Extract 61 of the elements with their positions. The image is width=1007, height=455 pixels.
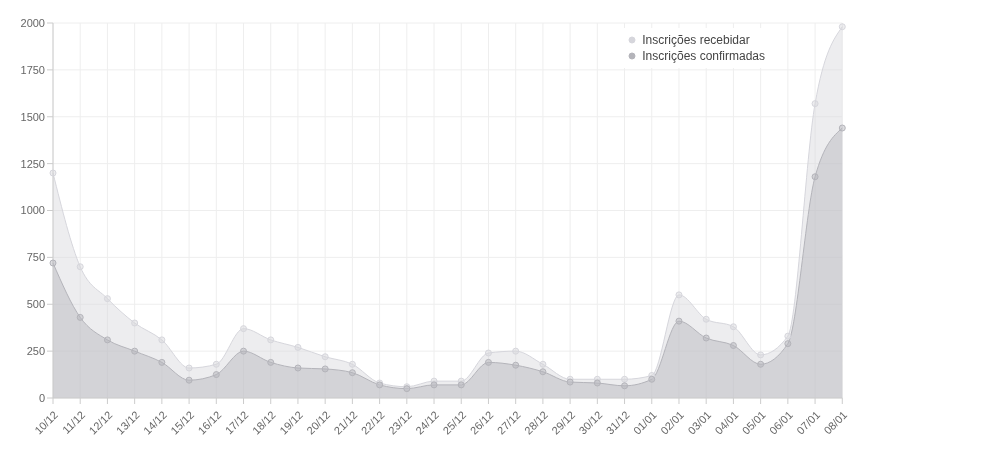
- point: [784, 340, 792, 348]
- point: [729, 342, 737, 349]
- point: [240, 325, 248, 333]
- point: [348, 360, 356, 368]
- legend-label: Inscrições confirmadas: [642, 48, 765, 64]
- y-tick-label: 0: [38, 391, 45, 404]
- point: [131, 347, 139, 355]
- point: [103, 295, 111, 303]
- point: [457, 381, 465, 389]
- point: [212, 371, 220, 379]
- point: [675, 317, 683, 325]
- point: [484, 349, 492, 357]
- point: [811, 100, 819, 108]
- y-tick-label: 500: [26, 298, 45, 311]
- y-tick-label: 2000: [20, 16, 45, 29]
- point: [321, 353, 329, 361]
- y-tick-label: 250: [26, 345, 45, 358]
- y-tick-label: 750: [26, 251, 45, 264]
- point: [784, 332, 792, 340]
- point: [185, 376, 193, 384]
- y-tick-label: 1000: [20, 204, 45, 217]
- legend-label: Inscrições recebidar: [642, 32, 750, 48]
- point: [430, 381, 438, 389]
- point: [539, 368, 547, 376]
- point: [512, 347, 520, 355]
- point: [294, 343, 302, 351]
- point: [348, 369, 356, 377]
- y-tick-label: 1250: [20, 157, 45, 170]
- point: [49, 259, 57, 267]
- point: [294, 364, 302, 372]
- point: [512, 361, 520, 369]
- point: [729, 323, 737, 331]
- point: [621, 375, 629, 383]
- point: [131, 319, 139, 327]
- point: [757, 351, 765, 359]
- point: [702, 315, 710, 323]
- point: [267, 336, 275, 344]
- point: [267, 358, 275, 366]
- point: [539, 360, 547, 368]
- point: [185, 364, 193, 372]
- point: [648, 375, 656, 383]
- point: [76, 263, 84, 271]
- point: [675, 291, 683, 299]
- point: [621, 382, 629, 390]
- point: [838, 23, 846, 31]
- point: [321, 365, 329, 373]
- y-tick-label: 1500: [20, 110, 45, 123]
- point: [593, 379, 601, 387]
- point: [702, 334, 710, 342]
- point: [158, 336, 166, 344]
- point: [757, 360, 765, 368]
- point: [240, 347, 248, 355]
- point: [838, 124, 846, 132]
- y-tick-label: 1750: [20, 63, 45, 76]
- point: [103, 336, 111, 344]
- point: [484, 358, 492, 366]
- point: [49, 169, 57, 177]
- point: [212, 360, 220, 368]
- point: [158, 358, 166, 366]
- point: [76, 313, 84, 321]
- point: [811, 173, 819, 181]
